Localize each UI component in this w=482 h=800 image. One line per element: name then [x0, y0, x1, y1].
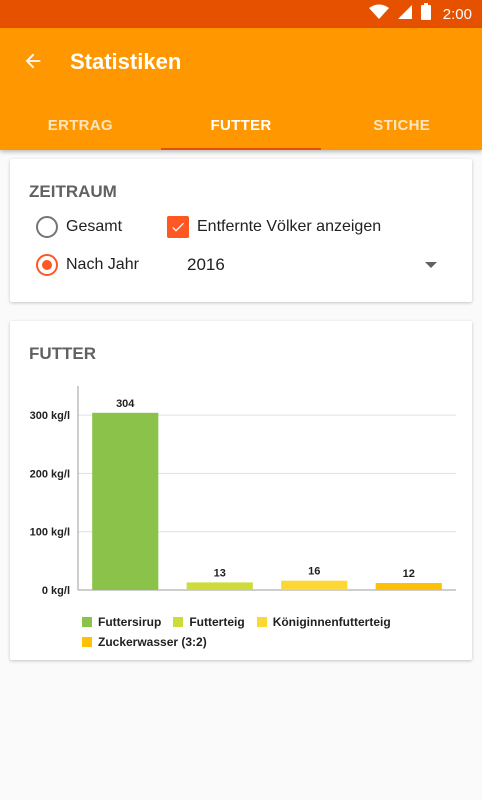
- status-bar: 2:00: [0, 0, 482, 28]
- legend-label: Futterteig: [189, 615, 245, 629]
- battery-icon: [420, 3, 431, 25]
- legend-label: Königinnenfutterteig: [272, 615, 391, 629]
- bar: [186, 582, 253, 590]
- data-label: 13: [214, 567, 226, 579]
- legend-swatch: [256, 617, 267, 627]
- y-tick-label: 300 kg/l: [30, 410, 70, 422]
- tab-stiche[interactable]: STICHE: [373, 116, 431, 134]
- legend-item: Futterteig: [173, 612, 245, 632]
- radio-nach-jahr[interactable]: [36, 254, 58, 276]
- zeitraum-title: ZEITRAUM: [29, 182, 117, 201]
- radio-gesamt-label[interactable]: Gesamt: [66, 218, 123, 235]
- year-select[interactable]: 2016: [177, 249, 447, 281]
- chart-legend: Futtersirup Futterteig Königinnenfuttertei…: [82, 612, 462, 652]
- tab-futter[interactable]: FUTTER: [160, 100, 322, 150]
- bar: [375, 583, 442, 590]
- radio-gesamt[interactable]: [36, 216, 58, 238]
- zeitraum-card: ZEITRAUM Gesamt Entfernte Völker anzeige…: [10, 159, 472, 302]
- legend-label: Zuckerwasser (3:2): [98, 635, 207, 649]
- show-removed-checkbox[interactable]: [167, 216, 189, 238]
- bar: [92, 412, 159, 590]
- legend-swatch: [82, 617, 92, 627]
- radio-nach-jahr-label[interactable]: Nach Jahr: [66, 256, 139, 273]
- legend-swatch: [82, 637, 92, 647]
- status-time: 2:00: [442, 5, 472, 23]
- year-select-value: 2016: [187, 255, 225, 274]
- data-label: 12: [403, 568, 415, 580]
- futter-title: FUTTER: [29, 344, 97, 363]
- signal-icon: [397, 4, 413, 25]
- bar: [281, 580, 348, 590]
- tab-bar: ERTRAG FUTTER STICHE: [0, 100, 482, 150]
- futter-bar-chart: 0 kg/l 100 kg/l 200 kg/l 300 kg/l 304 13 16 12: [30, 386, 456, 597]
- page-title: Statistiken: [70, 49, 182, 74]
- legend-swatch: [173, 617, 184, 627]
- futter-card: FUTTER 0 kg/l 100 kg/l 200 kg/l 300 kg/l 304…: [10, 321, 472, 660]
- back-arrow-icon[interactable]: [18, 46, 48, 76]
- y-tick-label: 0 kg/l: [42, 585, 70, 597]
- y-tick-label: 100 kg/l: [30, 527, 70, 539]
- check-icon: [172, 222, 184, 232]
- dropdown-arrow-icon: [425, 262, 437, 268]
- data-label: 304: [116, 398, 135, 410]
- tab-ertrag[interactable]: ERTRAG: [47, 116, 113, 134]
- legend-item: Zuckerwasser (3:2): [82, 632, 207, 652]
- show-removed-label[interactable]: Entfernte Völker anzeigen: [197, 218, 382, 235]
- status-icons: 2:00: [368, 3, 472, 25]
- legend-item: Königinnenfutterteig: [256, 612, 391, 632]
- y-tick-label: 200 kg/l: [30, 468, 70, 480]
- data-label: 16: [308, 566, 320, 578]
- app-bar: Statistiken ERTRAG FUTTER STICHE: [0, 28, 482, 150]
- wifi-icon: [368, 4, 389, 25]
- legend-label: Futtersirup: [98, 615, 162, 629]
- legend-item: Futtersirup: [82, 612, 161, 632]
